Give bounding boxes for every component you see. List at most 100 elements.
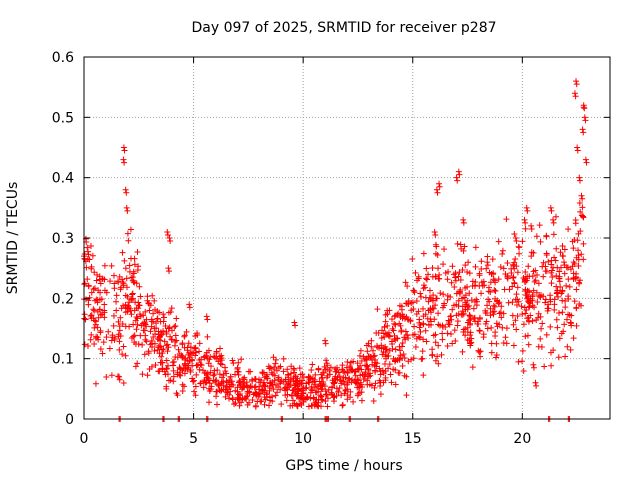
data-point bbox=[291, 382, 298, 389]
data-point bbox=[318, 393, 325, 400]
data-point bbox=[576, 177, 583, 184]
data-point bbox=[466, 290, 473, 297]
data-point bbox=[557, 249, 564, 256]
data-point bbox=[519, 311, 526, 318]
data-point bbox=[508, 270, 515, 277]
data-point bbox=[108, 262, 115, 269]
data-point bbox=[163, 357, 170, 364]
data-point bbox=[162, 371, 169, 378]
data-point bbox=[249, 397, 256, 404]
data-point bbox=[529, 318, 536, 325]
data-point bbox=[564, 264, 571, 271]
data-point bbox=[549, 274, 556, 281]
data-point bbox=[158, 353, 165, 360]
data-point bbox=[471, 315, 478, 322]
data-point bbox=[192, 383, 199, 390]
data-point bbox=[412, 269, 419, 276]
data-point bbox=[187, 368, 194, 375]
data-point bbox=[514, 269, 521, 276]
data-point bbox=[151, 325, 158, 332]
data-point bbox=[81, 341, 88, 348]
data-point bbox=[308, 402, 315, 409]
data-point bbox=[522, 288, 529, 295]
data-point bbox=[427, 305, 434, 312]
data-point bbox=[382, 318, 389, 325]
data-point bbox=[444, 276, 451, 283]
data-point bbox=[149, 340, 156, 347]
data-point bbox=[323, 357, 330, 364]
data-point bbox=[435, 265, 442, 272]
chart-title: Day 097 of 2025, SRMTID for receiver p28… bbox=[191, 20, 496, 36]
data-point bbox=[322, 340, 329, 347]
data-point bbox=[241, 374, 248, 381]
data-point bbox=[573, 81, 580, 88]
data-point bbox=[89, 252, 96, 259]
data-point bbox=[574, 147, 581, 154]
axis-ticks: 0 5 10 15 20 0 0.1 0.2 0.3 0.4 0.5 0.6 bbox=[52, 50, 610, 447]
data-point bbox=[280, 368, 287, 375]
data-point bbox=[398, 343, 405, 350]
data-point bbox=[526, 289, 533, 296]
data-point bbox=[188, 356, 195, 363]
data-point bbox=[235, 371, 242, 378]
data-point bbox=[155, 368, 162, 375]
data-point bbox=[420, 336, 427, 343]
data-point bbox=[148, 316, 155, 323]
data-point bbox=[451, 327, 458, 334]
data-point bbox=[548, 207, 555, 214]
data-point bbox=[558, 330, 565, 337]
data-point bbox=[317, 383, 324, 390]
data-point bbox=[473, 302, 480, 309]
data-point bbox=[140, 327, 147, 334]
data-point bbox=[452, 277, 459, 284]
data-point bbox=[217, 345, 224, 352]
data-point bbox=[422, 284, 429, 291]
data-point bbox=[493, 351, 500, 358]
data-point bbox=[365, 365, 372, 372]
data-point bbox=[386, 333, 393, 340]
data-point bbox=[530, 364, 537, 371]
data-point bbox=[167, 333, 174, 340]
data-point bbox=[420, 313, 427, 320]
data-point bbox=[133, 314, 140, 321]
data-point bbox=[223, 383, 230, 390]
data-point bbox=[88, 331, 95, 338]
data-point bbox=[515, 298, 522, 305]
data-point bbox=[316, 378, 323, 385]
data-point bbox=[166, 268, 173, 275]
data-point bbox=[423, 275, 430, 282]
data-point bbox=[121, 147, 128, 154]
data-point bbox=[376, 365, 383, 372]
data-point bbox=[181, 370, 188, 377]
data-point bbox=[287, 378, 294, 385]
data-point bbox=[355, 377, 362, 384]
data-point bbox=[573, 254, 580, 261]
data-point bbox=[537, 335, 544, 342]
data-point bbox=[269, 398, 276, 405]
data-point bbox=[110, 322, 117, 329]
data-point bbox=[540, 293, 547, 300]
data-point bbox=[429, 265, 436, 272]
data-point bbox=[372, 380, 379, 387]
data-point bbox=[472, 263, 479, 270]
data-point bbox=[551, 306, 558, 313]
data-point bbox=[129, 290, 136, 297]
data-point bbox=[537, 313, 544, 320]
data-point bbox=[424, 276, 431, 283]
data-point bbox=[454, 240, 461, 247]
data-point bbox=[478, 290, 485, 297]
data-point bbox=[444, 292, 451, 299]
data-point bbox=[499, 250, 506, 257]
data-point bbox=[234, 368, 241, 375]
data-point bbox=[449, 340, 456, 347]
data-point bbox=[211, 371, 218, 378]
data-point bbox=[454, 318, 461, 325]
data-point bbox=[108, 337, 115, 344]
data-point bbox=[206, 356, 213, 363]
data-point bbox=[562, 304, 569, 311]
data-point bbox=[291, 319, 298, 326]
data-point bbox=[91, 340, 98, 347]
data-point bbox=[266, 365, 273, 372]
data-point bbox=[377, 368, 384, 375]
data-point bbox=[555, 309, 562, 316]
